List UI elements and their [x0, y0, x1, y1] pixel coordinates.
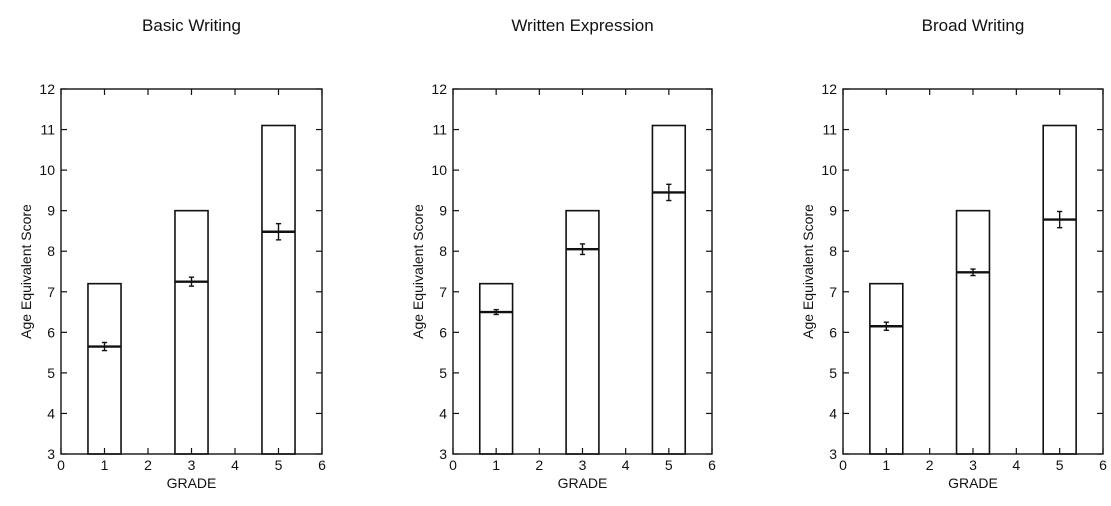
chart-title: Written Expression — [511, 16, 653, 35]
y-tick-label: 7 — [439, 284, 447, 300]
y-tick-label: 10 — [431, 162, 447, 178]
x-tick-label: 6 — [318, 457, 326, 473]
y-tick-label: 4 — [47, 405, 55, 421]
x-tick-label: 0 — [839, 457, 847, 473]
x-tick-label: 2 — [144, 457, 152, 473]
plot-frame — [452, 88, 713, 455]
y-tick-label: 3 — [829, 446, 837, 462]
y-tick-label: 4 — [829, 405, 837, 421]
y-tick-label: 12 — [39, 81, 55, 97]
y-tick-label: 12 — [431, 81, 447, 97]
y-tick-label: 6 — [47, 324, 55, 340]
y-tick-label: 10 — [39, 162, 55, 178]
y-axis-label: Age Equivalent Score — [18, 204, 34, 339]
y-axis-label: Age Equivalent Score — [800, 204, 816, 339]
x-tick-label: 3 — [579, 457, 587, 473]
x-tick-label: 3 — [969, 457, 977, 473]
x-tick-label: 1 — [882, 457, 890, 473]
chart-title: Basic Writing — [142, 16, 241, 35]
x-axis-label: GRADE — [167, 475, 217, 491]
x-tick-label: 4 — [1012, 457, 1020, 473]
x-tick-label: 1 — [492, 457, 500, 473]
x-tick-label: 1 — [101, 457, 109, 473]
bar — [261, 124, 296, 455]
bar — [955, 209, 991, 455]
bar — [174, 209, 209, 455]
x-axis-label: GRADE — [948, 475, 998, 491]
y-tick-label: 7 — [829, 284, 837, 300]
y-tick-label: 12 — [821, 81, 837, 97]
y-tick-label: 9 — [829, 203, 837, 219]
y-tick-label: 8 — [439, 243, 447, 259]
y-tick-label: 6 — [439, 324, 447, 340]
y-tick-label: 5 — [47, 365, 55, 381]
x-tick-label: 4 — [622, 457, 630, 473]
bar — [651, 124, 687, 455]
y-tick-label: 3 — [439, 446, 447, 462]
y-tick-label: 11 — [40, 122, 55, 138]
y-tick-label: 8 — [47, 243, 55, 259]
x-tick-label: 6 — [708, 457, 716, 473]
plot-frame — [60, 88, 323, 455]
bar — [869, 282, 904, 455]
y-tick-label: 7 — [47, 284, 55, 300]
bar — [1042, 124, 1077, 455]
y-tick-label: 6 — [829, 324, 837, 340]
x-tick-label: 2 — [535, 457, 543, 473]
x-tick-label: 6 — [1099, 457, 1107, 473]
x-axis-label: GRADE — [558, 475, 608, 491]
x-tick-label: 5 — [275, 457, 283, 473]
bar — [87, 282, 122, 455]
y-tick-label: 8 — [829, 243, 837, 259]
y-tick-label: 5 — [829, 365, 837, 381]
y-tick-label: 9 — [47, 203, 55, 219]
x-tick-label: 5 — [1056, 457, 1064, 473]
y-tick-label: 11 — [822, 122, 837, 138]
y-tick-label: 4 — [439, 405, 447, 421]
y-tick-label: 11 — [432, 122, 447, 138]
x-tick-label: 3 — [188, 457, 196, 473]
chart-title: Broad Writing — [922, 16, 1025, 35]
y-tick-label: 9 — [439, 203, 447, 219]
y-tick-label: 5 — [439, 365, 447, 381]
x-tick-label: 0 — [57, 457, 65, 473]
y-axis-label: Age Equivalent Score — [410, 204, 426, 339]
y-tick-label: 3 — [47, 446, 55, 462]
x-tick-label: 5 — [665, 457, 673, 473]
y-tick-label: 10 — [821, 162, 837, 178]
bar — [478, 282, 514, 455]
x-tick-label: 4 — [231, 457, 239, 473]
x-tick-label: 2 — [926, 457, 934, 473]
bar — [565, 209, 600, 455]
x-tick-label: 0 — [449, 457, 457, 473]
